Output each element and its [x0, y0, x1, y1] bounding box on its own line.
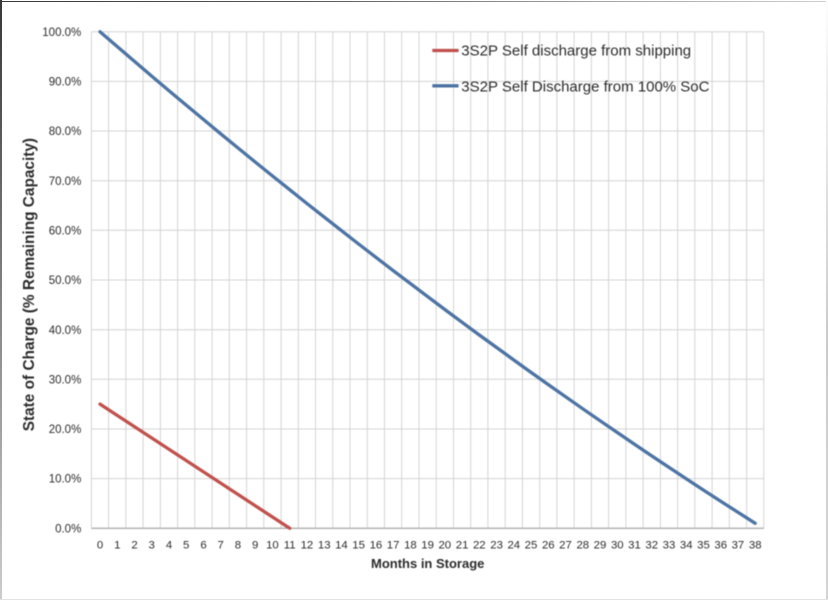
svg-text:100.0%: 100.0% [42, 27, 81, 39]
svg-text:0: 0 [97, 540, 103, 552]
svg-text:26: 26 [542, 540, 555, 552]
svg-text:12: 12 [301, 540, 314, 552]
svg-text:50.0%: 50.0% [49, 275, 82, 287]
svg-text:10.0%: 10.0% [49, 474, 82, 486]
svg-text:9: 9 [252, 540, 258, 552]
svg-text:80.0%: 80.0% [49, 126, 82, 138]
svg-text:22: 22 [473, 540, 486, 552]
svg-text:3: 3 [149, 540, 155, 552]
svg-text:2: 2 [131, 540, 137, 552]
svg-text:4: 4 [166, 540, 172, 552]
svg-text:40.0%: 40.0% [49, 325, 82, 337]
svg-text:32: 32 [645, 540, 658, 552]
svg-text:Months in Storage: Months in Storage [371, 556, 484, 571]
svg-text:70.0%: 70.0% [49, 176, 82, 188]
svg-text:60.0%: 60.0% [49, 225, 82, 237]
svg-text:6: 6 [200, 540, 206, 552]
svg-text:27: 27 [559, 540, 572, 552]
svg-text:1: 1 [114, 540, 120, 552]
svg-text:30: 30 [611, 540, 624, 552]
svg-text:7: 7 [218, 540, 224, 552]
svg-text:10: 10 [266, 540, 279, 552]
svg-text:36: 36 [714, 540, 727, 552]
svg-text:25: 25 [525, 540, 538, 552]
svg-text:13: 13 [318, 540, 331, 552]
svg-text:5: 5 [183, 540, 189, 552]
svg-text:31: 31 [628, 540, 641, 552]
svg-text:21: 21 [456, 540, 469, 552]
svg-text:0.0%: 0.0% [55, 523, 81, 535]
svg-text:19: 19 [421, 540, 434, 552]
svg-text:29: 29 [594, 540, 607, 552]
svg-text:3S2P Self Discharge from 100%: 3S2P Self Discharge from 100% SoC [461, 78, 709, 95]
svg-text:23: 23 [490, 540, 503, 552]
svg-text:28: 28 [576, 540, 589, 552]
svg-text:State of Charge (% Remaining C: State of Charge (% Remaining Capacity) [21, 138, 38, 431]
svg-text:14: 14 [335, 540, 348, 552]
svg-text:37: 37 [732, 540, 745, 552]
svg-text:24: 24 [507, 540, 520, 552]
svg-text:11: 11 [284, 540, 296, 552]
svg-text:30.0%: 30.0% [49, 374, 82, 386]
svg-text:35: 35 [697, 540, 710, 552]
svg-text:3S2P Self discharge from shipp: 3S2P Self discharge from shipping [461, 43, 691, 60]
svg-text:20: 20 [438, 540, 451, 552]
svg-text:34: 34 [680, 540, 693, 552]
svg-text:38: 38 [749, 540, 762, 552]
svg-text:8: 8 [235, 540, 241, 552]
svg-text:16: 16 [370, 540, 383, 552]
svg-text:17: 17 [387, 540, 400, 552]
svg-text:33: 33 [663, 540, 676, 552]
svg-text:90.0%: 90.0% [49, 77, 82, 89]
svg-text:18: 18 [404, 540, 417, 552]
svg-text:20.0%: 20.0% [49, 424, 82, 436]
svg-text:15: 15 [352, 540, 365, 552]
